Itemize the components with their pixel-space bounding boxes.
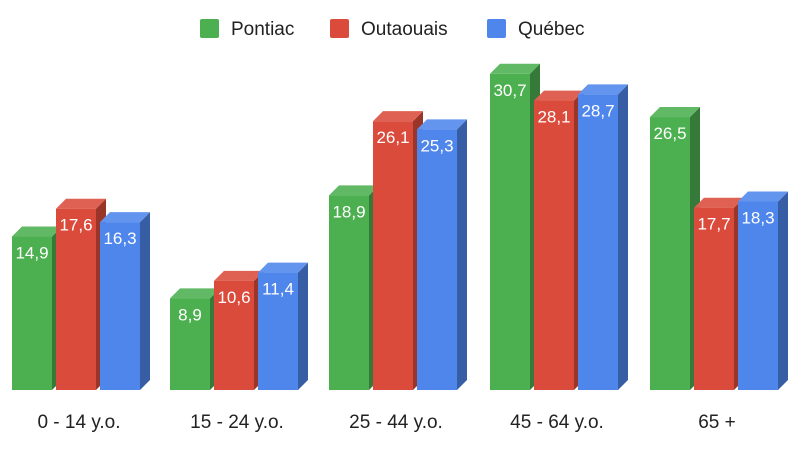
bar-front (56, 208, 96, 390)
bar-front (578, 94, 618, 390)
bar-front (214, 280, 254, 390)
bar-side (618, 84, 628, 390)
bar-front (694, 207, 734, 390)
bar-top (650, 107, 700, 118)
data-label: 28,1 (537, 108, 570, 127)
bar-outaouais-2: 26,1 (373, 111, 423, 391)
bar-top (694, 197, 744, 208)
legend-swatch-pontiac (200, 19, 219, 38)
legend-swatch-québec (487, 19, 506, 38)
bar-québec-3: 28,7 (578, 84, 628, 390)
bar-pontiac-1: 8,9 (170, 288, 220, 390)
bar-front (534, 100, 574, 390)
legend-label-québec: Québec (518, 19, 585, 40)
bars: 14,9 17,6 16,3 8,9 10,6 11,4 18,9 26,1 25,3 30,7 2… (12, 63, 788, 391)
bar-top (534, 90, 584, 101)
bar-top (214, 270, 264, 281)
bar-top (56, 198, 106, 209)
category-label: 25 - 44 y.o. (349, 412, 443, 433)
data-label: 10,6 (217, 288, 250, 307)
bar-top (12, 226, 62, 237)
data-label: 17,6 (59, 216, 92, 235)
data-label: 18,3 (741, 209, 774, 228)
bar-front (329, 195, 369, 390)
bar-outaouais-0: 17,6 (56, 198, 106, 390)
bar-pontiac-4: 26,5 (650, 107, 700, 391)
bar-outaouais-3: 28,1 (534, 90, 584, 390)
bar-front (650, 117, 690, 391)
bar-top (373, 111, 423, 122)
category-label: 15 - 24 y.o. (190, 412, 284, 433)
bar-side (298, 262, 308, 390)
bar-top (100, 212, 150, 223)
bar-front (417, 129, 457, 390)
bar-front (738, 201, 778, 390)
category-label: 45 - 64 y.o. (510, 412, 604, 433)
bar-side (778, 191, 788, 390)
bar-top (258, 262, 308, 273)
bar-pontiac-3: 30,7 (490, 63, 540, 390)
category-labels: 0 - 14 y.o. 15 - 24 y.o. 25 - 44 y.o. 45 - … (37, 412, 735, 433)
bar-front (100, 222, 140, 390)
bar-pontiac-0: 14,9 (12, 226, 62, 390)
data-label: 11,4 (262, 280, 294, 299)
data-label: 25,3 (420, 136, 453, 155)
legend-swatch-outaouais (330, 19, 349, 38)
bar-front (170, 298, 210, 390)
bar-front (373, 121, 413, 391)
category-label: 65 + (698, 412, 736, 433)
legend-label-outaouais: Outaouais (361, 19, 448, 40)
data-label: 28,7 (581, 101, 614, 120)
data-label: 26,1 (376, 128, 409, 147)
bar-side (140, 212, 150, 390)
data-label: 26,5 (653, 124, 686, 143)
data-label: 18,9 (332, 202, 365, 221)
bar-québec-1: 11,4 (258, 262, 308, 390)
bar-front (12, 236, 52, 390)
bar-québec-4: 18,3 (738, 191, 788, 390)
data-label: 8,9 (178, 305, 202, 324)
bar-top (170, 288, 220, 299)
bar-top (490, 63, 540, 74)
data-label: 30,7 (493, 81, 526, 100)
bar-québec-2: 25,3 (417, 119, 467, 390)
bar-front (258, 272, 298, 390)
data-label: 17,7 (697, 215, 730, 234)
bar-top (417, 119, 467, 130)
bar-top (329, 185, 379, 196)
bar-top (578, 84, 628, 95)
bar-québec-0: 16,3 (100, 212, 150, 390)
bar-side (457, 119, 467, 390)
category-label: 0 - 14 y.o. (37, 412, 120, 433)
bar-front (490, 73, 530, 390)
bar-top (738, 191, 788, 202)
bar-outaouais-1: 10,6 (214, 270, 264, 390)
bar-outaouais-4: 17,7 (694, 197, 744, 390)
bar-pontiac-2: 18,9 (329, 185, 379, 390)
legend: Pontiac Outaouais Québec (200, 19, 585, 40)
data-label: 16,3 (103, 229, 136, 248)
legend-label-pontiac: Pontiac (231, 19, 294, 40)
data-label: 14,9 (15, 244, 48, 263)
